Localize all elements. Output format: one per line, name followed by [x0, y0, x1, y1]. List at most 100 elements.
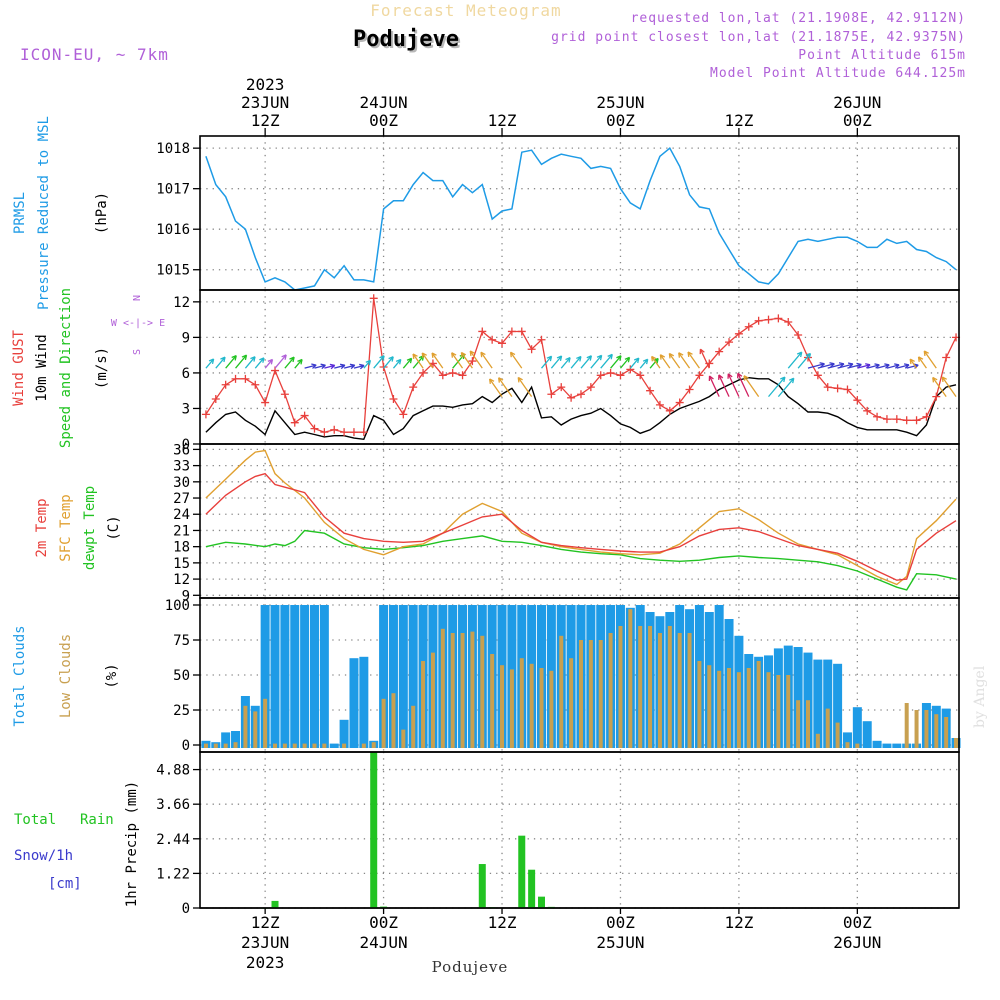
- low-cloud-bar: [717, 670, 722, 748]
- wind-arrow: [807, 362, 825, 369]
- wind-arrow: [451, 352, 464, 369]
- gust-marker: [340, 428, 349, 437]
- wind-arrow: [580, 355, 593, 369]
- pressure-line: [205, 147, 957, 291]
- wind-arrow: [687, 351, 700, 369]
- wind-arrow: [727, 373, 740, 397]
- total-cloud-bar: [833, 663, 843, 748]
- total-cloud-bar: [398, 605, 408, 748]
- credit-text: by Angel: [972, 665, 988, 728]
- gust-marker: [863, 406, 872, 415]
- gust-marker: [359, 428, 368, 437]
- pressure-unit: (hPa): [94, 192, 110, 234]
- gust-marker: [241, 374, 250, 383]
- gust-marker: [507, 327, 516, 336]
- temp-ytick-label: 33: [173, 459, 190, 475]
- legend-cm: [cm]: [48, 876, 82, 892]
- wind-arrow: [699, 348, 710, 369]
- precip-ytick-label: 2.44: [156, 832, 190, 848]
- wind-arrow: [324, 363, 336, 370]
- wind-arrow: [708, 375, 720, 397]
- low-cloud-bar: [766, 672, 771, 748]
- low-cloud-bar: [796, 700, 801, 748]
- wind-arrow: [402, 357, 413, 369]
- clouds-ytick-label: 50: [173, 668, 190, 684]
- total-cloud-bar: [359, 656, 369, 748]
- low-cloud-bar: [361, 743, 366, 748]
- gust-marker: [399, 410, 408, 419]
- gust-marker: [843, 385, 852, 394]
- low-clouds-label: Low Clouds: [58, 634, 74, 718]
- low-cloud-bar: [618, 626, 623, 748]
- gust-line: [205, 298, 957, 433]
- requested-coords: requested lon,lat (21.1908E, 42.9112N): [631, 11, 966, 26]
- gust-marker: [557, 383, 566, 392]
- gust-marker: [675, 398, 684, 407]
- low-cloud-bar: [608, 633, 613, 748]
- low-cloud-bar: [687, 633, 692, 748]
- low-cloud-bar: [312, 743, 317, 748]
- wind-arrow: [274, 354, 287, 369]
- rain-bar: [370, 752, 378, 908]
- total-cloud-bar: [221, 732, 231, 748]
- total-cloud-bar: [309, 605, 319, 748]
- gust-marker: [794, 331, 803, 340]
- low-cloud-bar: [470, 631, 475, 748]
- gust-marker: [586, 383, 595, 392]
- low-cloud-bar: [776, 675, 781, 748]
- low-cloud-bar: [500, 665, 505, 748]
- gust-marker: [458, 371, 467, 380]
- total-cloud-bar: [408, 605, 418, 748]
- dewpt-line: [205, 529, 957, 591]
- pressure-frame: [199, 135, 960, 291]
- total-cloud-bar: [823, 659, 833, 748]
- pressure-msl-label: Pressure Reduced to MSL: [36, 116, 52, 310]
- low-cloud-bar: [203, 743, 208, 748]
- temp2m-line: [205, 472, 957, 581]
- wind-arrow: [392, 358, 402, 369]
- precip-panel: 0 1.22 2.44 3.66 4.88: [156, 752, 959, 917]
- top-time-label: 12Z: [724, 111, 753, 130]
- low-cloud-bar: [835, 722, 840, 748]
- wind-arrow: [797, 352, 812, 369]
- precip-frame: [199, 751, 960, 909]
- gust-marker: [419, 368, 428, 377]
- gust-marker: [369, 294, 378, 303]
- bottom-time-label: 12Z: [251, 913, 280, 932]
- low-cloud-bar: [263, 698, 268, 748]
- total-cloud-bar: [290, 605, 300, 748]
- gridpoint-coords: grid point closest lon,lat (21.1875E, 42…: [551, 30, 966, 45]
- wind-panel: 0 3 6 9 12: [173, 290, 961, 453]
- low-cloud-bar: [342, 743, 347, 748]
- low-cloud-bar: [381, 698, 386, 748]
- total-cloud-bar: [231, 731, 241, 748]
- temp-ytick-label: 36: [173, 442, 190, 458]
- gust-marker: [853, 396, 862, 405]
- wind-arrow: [857, 363, 871, 369]
- gust-marker: [902, 416, 911, 425]
- gust-marker: [606, 368, 615, 377]
- clouds-ytick-label: 75: [173, 633, 190, 649]
- low-cloud-bar: [401, 729, 406, 748]
- low-cloud-bar: [904, 703, 909, 748]
- gust-marker: [251, 380, 260, 389]
- legend-snow: Snow/1h: [14, 848, 73, 864]
- wind-arrow: [343, 363, 356, 370]
- wind-arrow: [497, 377, 513, 397]
- bottom-time-label: 12Z: [488, 913, 517, 932]
- gust-marker: [833, 384, 842, 393]
- model-altitude: Model Point Altitude 644.125m: [710, 66, 966, 81]
- gust-marker: [330, 425, 339, 434]
- wind-arrow: [768, 376, 786, 398]
- low-cloud-bar: [934, 714, 939, 748]
- gust-marker: [300, 411, 309, 420]
- total-cloud-bar: [862, 721, 872, 748]
- low-cloud-bar: [529, 663, 534, 748]
- pressure-ytick-label: 1015: [156, 263, 190, 279]
- wind-arrow: [600, 353, 613, 369]
- top-time-label: 12Z: [251, 111, 280, 130]
- wind-arrow: [837, 362, 854, 369]
- low-cloud-bar: [213, 743, 218, 748]
- bottom-time-label: 00Z: [369, 913, 398, 932]
- wind-arrow: [909, 358, 918, 369]
